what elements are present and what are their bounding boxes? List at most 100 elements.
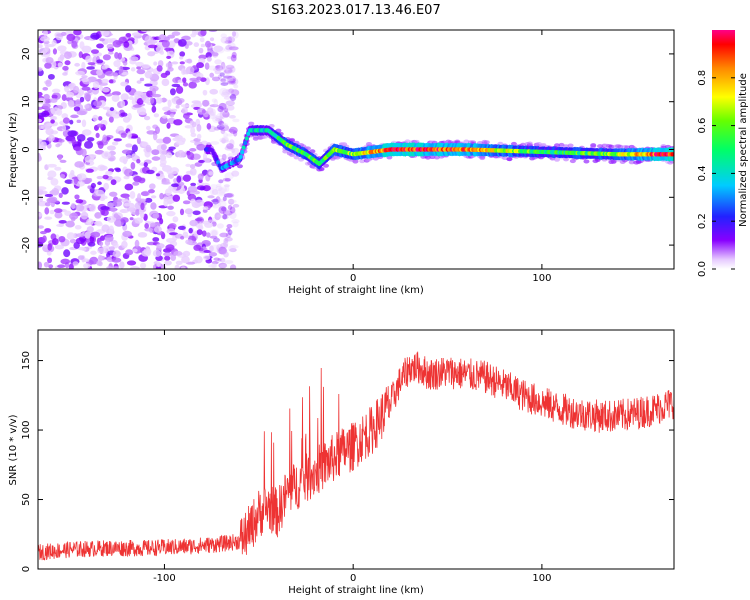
noise-blob [230, 54, 237, 62]
noise-blob [71, 40, 78, 48]
noise-blob [175, 85, 184, 94]
ridge-core [238, 154, 243, 159]
noise-blob [216, 191, 226, 197]
noise-blob [217, 106, 224, 113]
noise-blob [44, 62, 52, 69]
noise-blob [176, 150, 185, 158]
noise-blob [153, 61, 158, 66]
noise-blob [189, 219, 198, 227]
noise-blob [167, 34, 176, 39]
noise-blob [137, 232, 148, 238]
noise-blob [158, 34, 167, 42]
noise-blob [81, 86, 91, 91]
noise-blob [98, 241, 104, 247]
noise-blob [231, 51, 237, 59]
noise-blob [222, 210, 233, 216]
noise-blob [137, 193, 142, 201]
noise-blob [49, 209, 55, 215]
ridge-core [246, 131, 251, 137]
noise-blob [180, 104, 190, 108]
noise-blob [179, 61, 185, 65]
noise-blob [193, 42, 200, 48]
noise-blob [227, 36, 233, 44]
noise-blob [50, 178, 59, 186]
noise-blob [106, 145, 116, 151]
noise-blob [214, 65, 224, 71]
noise-blob [171, 31, 181, 36]
noise-blob [184, 208, 193, 215]
noise-blob [86, 137, 95, 142]
noise-blob [165, 62, 173, 69]
noise-blob [231, 31, 237, 37]
noise-blob [168, 146, 176, 150]
noise-blob [61, 94, 67, 101]
noise-blob [199, 37, 205, 43]
ridge-halo [617, 144, 624, 149]
noise-blob [225, 100, 235, 106]
noise-blob [141, 94, 147, 101]
snr-x-label: Height of straight line (km) [288, 585, 424, 596]
noise-blob [208, 252, 218, 257]
noise-blob [139, 77, 145, 82]
noise-blob [173, 119, 183, 126]
noise-blob [216, 183, 222, 188]
noise-blob [87, 185, 92, 189]
noise-blob [55, 143, 61, 148]
noise-blob [61, 124, 67, 132]
noise-blob [73, 85, 80, 93]
noise-blob [204, 62, 210, 70]
noise-blob [151, 87, 157, 96]
noise-blob [113, 138, 122, 142]
noise-blob [102, 54, 111, 61]
ridge-core [670, 152, 674, 157]
noise-blob [79, 41, 85, 50]
noise-blob [213, 45, 224, 52]
noise-blob [216, 246, 227, 255]
noise-blob [208, 30, 218, 33]
noise-blob [215, 196, 221, 204]
noise-blob [38, 91, 43, 97]
noise-blob [223, 96, 231, 100]
spectrogram-y-ticks: -20 -10 0 10 20 [21, 48, 674, 253]
noise-blob [191, 100, 201, 104]
noise-blob [115, 111, 121, 115]
noise-blob [57, 45, 67, 52]
y-tick-label: 0 [21, 566, 32, 572]
noise-blob [73, 30, 82, 36]
noise-blob [187, 185, 198, 193]
noise-blob [108, 116, 114, 123]
noise-blob [227, 42, 236, 49]
noise-blob [217, 74, 222, 79]
noise-blob [228, 245, 236, 252]
noise-blob [51, 188, 60, 196]
noise-blob [84, 104, 90, 109]
ridge-halo [366, 141, 373, 146]
noise-blob [160, 72, 168, 79]
noise-blob [106, 266, 113, 269]
noise-blob [44, 216, 53, 220]
noise-blob [99, 235, 106, 241]
noise-blob [218, 205, 227, 214]
noise-blob [100, 30, 110, 37]
noise-blob [47, 163, 57, 168]
noise-blob [122, 60, 128, 66]
noise-blob [97, 116, 103, 121]
ridge-halo [429, 155, 436, 160]
noise-blob [64, 60, 71, 66]
noise-blob [222, 213, 228, 220]
noise-blob [189, 164, 196, 169]
noise-blob [70, 114, 79, 119]
spectrogram-x-label: Height of straight line (km) [288, 285, 424, 296]
noise-blob [65, 91, 75, 98]
noise-blob [180, 236, 185, 240]
noise-blob [135, 208, 140, 216]
noise-blob [217, 201, 222, 207]
noise-blob [181, 255, 190, 264]
noise-blob [127, 112, 132, 121]
noise-blob [216, 223, 224, 229]
noise-blob [167, 205, 174, 210]
noise-blob [82, 129, 92, 136]
noise-blob [199, 186, 205, 191]
noise-blob [119, 261, 125, 269]
ridge-halo [526, 141, 533, 146]
